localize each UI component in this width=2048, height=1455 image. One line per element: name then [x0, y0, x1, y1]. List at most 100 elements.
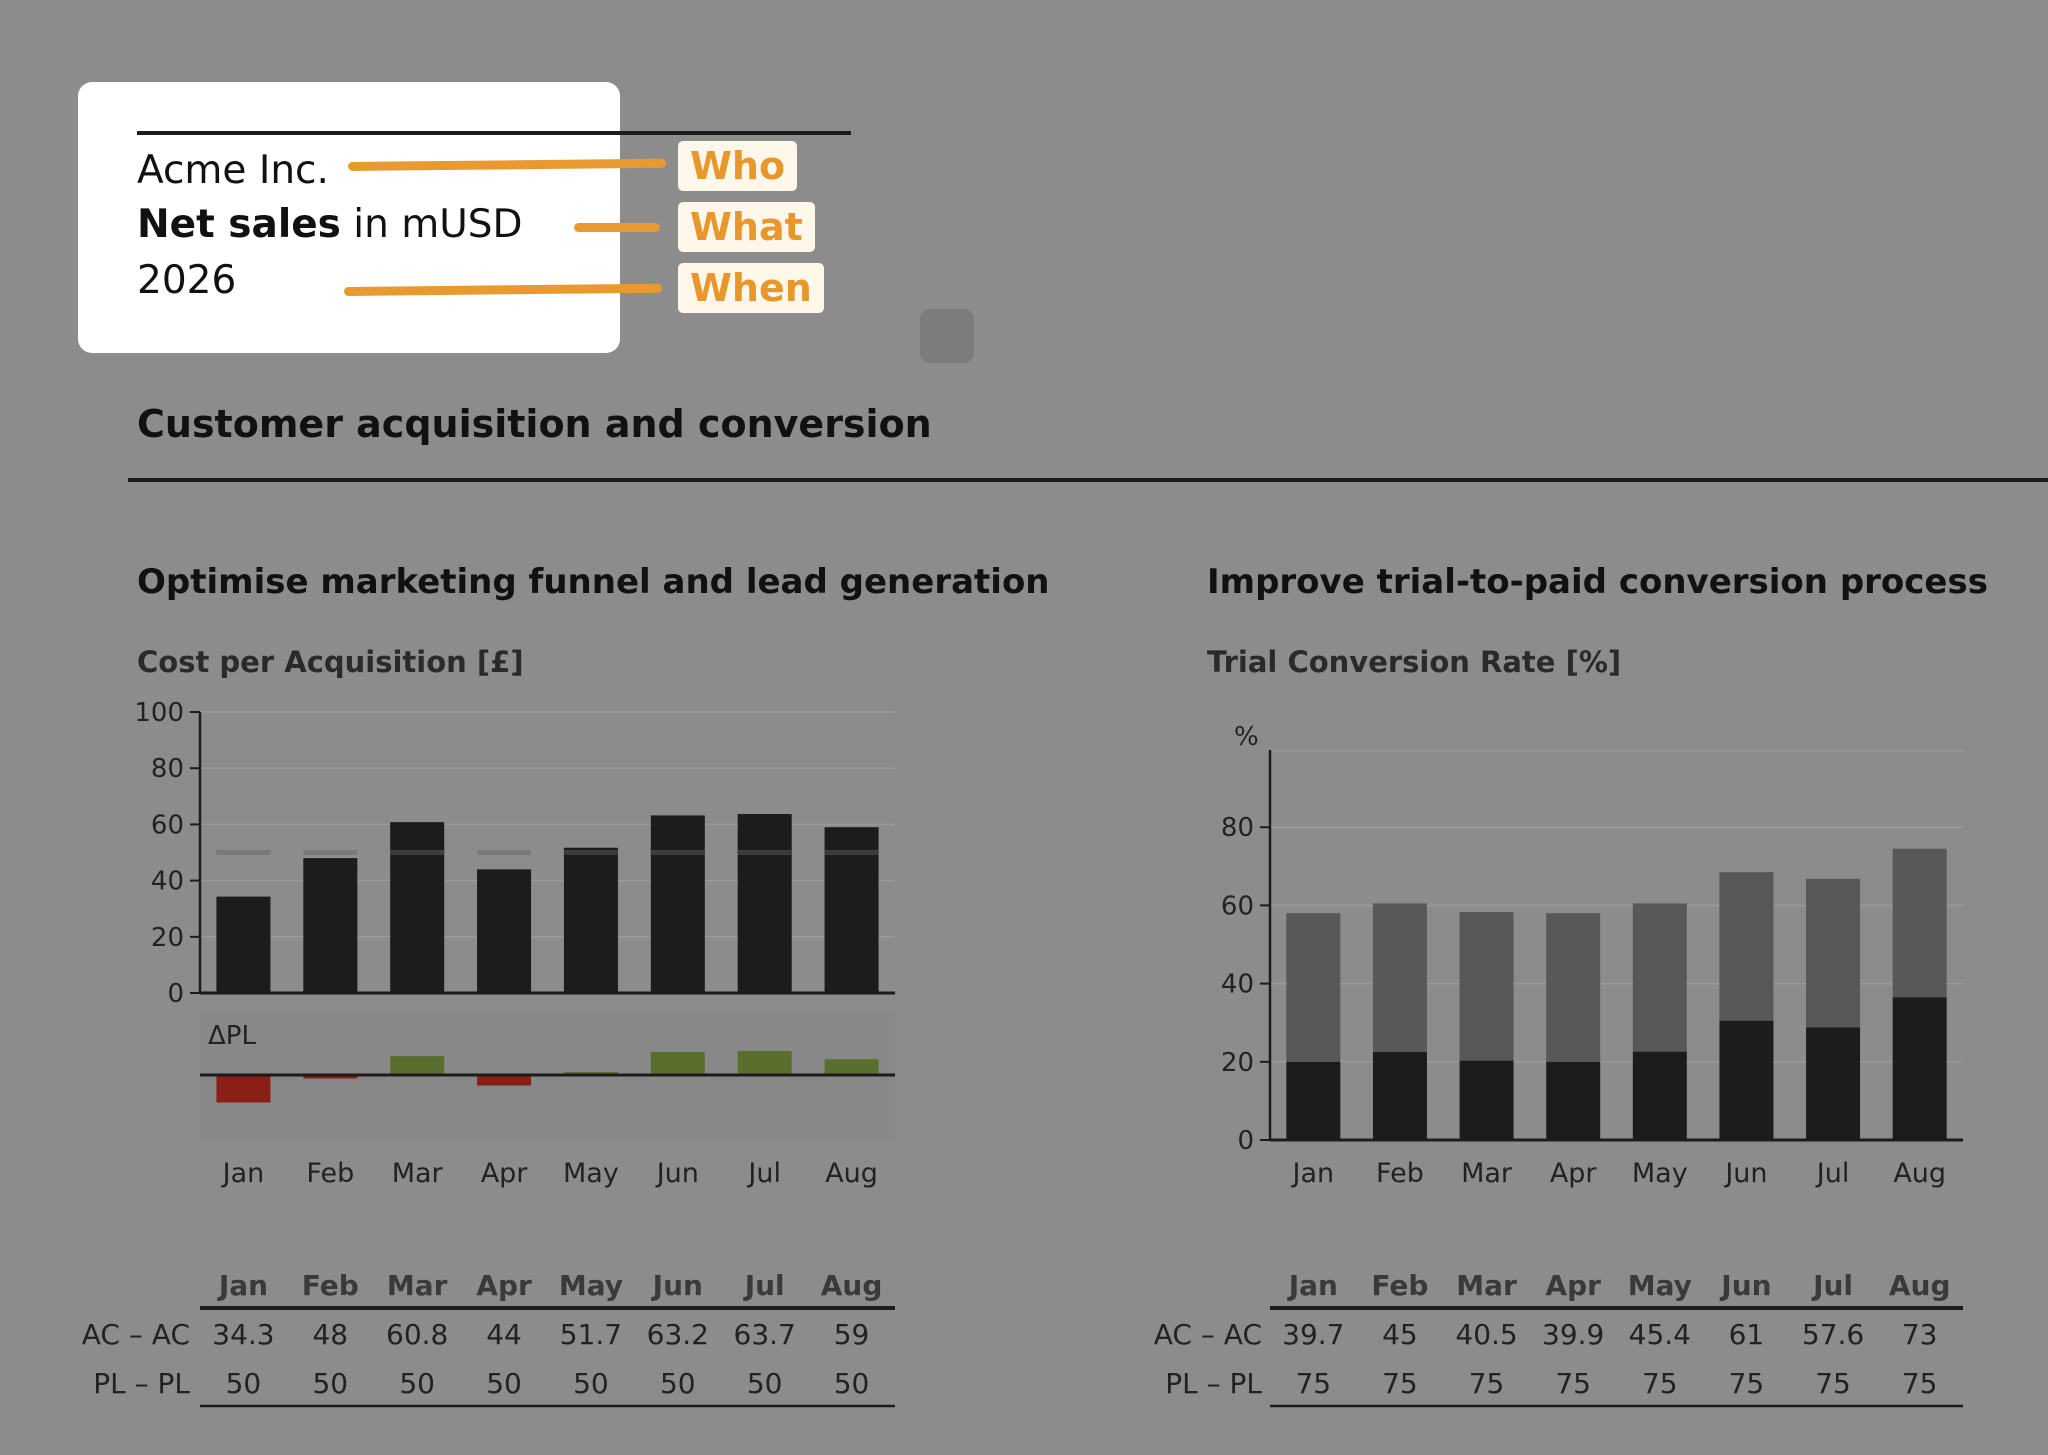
table-header: Jan — [217, 1269, 268, 1302]
delta-bar-positive — [390, 1056, 445, 1075]
x-category-label: Feb — [306, 1158, 354, 1189]
overlay-handle[interactable] — [920, 309, 974, 363]
x-category-label: Feb — [1376, 1158, 1424, 1189]
table-cell: 50 — [486, 1367, 522, 1400]
page-rule — [128, 478, 2048, 482]
y-tick-label: 20 — [1221, 1048, 1254, 1078]
x-category-label: May — [563, 1158, 619, 1189]
y-tick-label: 40 — [1221, 970, 1254, 1000]
table-cell: 51.7 — [560, 1318, 622, 1351]
y-tick-label: 0 — [167, 979, 184, 1009]
y-tick-label: 40 — [151, 867, 184, 897]
bar-segment-upper — [1719, 872, 1774, 1021]
plan-marker — [216, 850, 271, 855]
tag-who: Who — [678, 141, 798, 191]
table-header: Feb — [1371, 1269, 1428, 1302]
table-cell: 50 — [573, 1367, 609, 1400]
table-header: Apr — [1545, 1269, 1601, 1302]
title-period: 2026 — [137, 258, 237, 303]
what-connector — [574, 223, 660, 232]
bar-segment-lower — [1546, 1061, 1601, 1140]
x-category-label: Jan — [221, 1158, 265, 1189]
table-row-label: PL – PL — [1165, 1367, 1262, 1400]
section-title-right: Improve trial-to-paid conversion process — [1207, 562, 1988, 602]
bar-segment-upper — [1546, 913, 1601, 1062]
bar-actual — [216, 896, 271, 993]
table-cell: 50 — [226, 1367, 262, 1400]
bar-actual — [303, 858, 358, 993]
table-header: Apr — [476, 1269, 532, 1302]
bar-segment-lower — [1459, 1060, 1514, 1140]
bar-actual — [390, 822, 445, 993]
table-cell: 40.5 — [1455, 1318, 1517, 1351]
table-cell: 45 — [1382, 1318, 1418, 1351]
bar-segment-lower — [1286, 1061, 1341, 1140]
y-tick-label: 80 — [151, 754, 184, 784]
x-category-label: Jan — [1291, 1158, 1335, 1189]
chart-title-cpa: Cost per Acquisition [£] — [137, 645, 524, 679]
y-tick-label: 20 — [151, 923, 184, 953]
table-header: Aug — [821, 1269, 883, 1302]
table-header: Feb — [302, 1269, 359, 1302]
bar-actual — [563, 847, 618, 993]
table-cell: 75 — [1382, 1367, 1418, 1400]
table-cell: 60.8 — [386, 1318, 448, 1351]
tag-when: When — [678, 263, 824, 313]
table-cell: 75 — [1295, 1367, 1331, 1400]
title-card — [78, 82, 620, 353]
bar-segment-upper — [1892, 848, 1947, 998]
table-row-label: AC – AC — [1154, 1318, 1262, 1351]
table-header: May — [1628, 1269, 1692, 1302]
table-cell: 75 — [1555, 1367, 1591, 1400]
title-rule — [137, 131, 851, 135]
bar-segment-lower — [1719, 1020, 1774, 1140]
bar-segment-lower — [1632, 1051, 1687, 1140]
table-header: Jun — [651, 1269, 703, 1302]
table-header: Aug — [1889, 1269, 1951, 1302]
table-cell: 45.4 — [1629, 1318, 1691, 1351]
table-cell: 44 — [486, 1318, 522, 1351]
page-header: Customer acquisition and conversion — [137, 402, 932, 446]
y-unit-label: % — [1234, 722, 1259, 752]
delta-bar-negative — [216, 1075, 271, 1103]
plan-marker — [737, 850, 792, 855]
x-category-label: Jul — [746, 1158, 781, 1189]
bar-segment-upper — [1632, 903, 1687, 1052]
y-tick-label: 100 — [134, 698, 184, 728]
bar-segment-upper — [1459, 912, 1514, 1061]
table-header: Mar — [387, 1269, 448, 1302]
table-cell: 63.2 — [647, 1318, 709, 1351]
table-cell: 61 — [1729, 1318, 1765, 1351]
plan-marker — [477, 850, 532, 855]
table-header: Jan — [1287, 1269, 1338, 1302]
table-row-label: PL – PL — [93, 1367, 190, 1400]
table-row-label: AC – AC — [82, 1318, 190, 1351]
delta-bar-positive — [650, 1051, 705, 1075]
x-category-label: Mar — [392, 1158, 444, 1189]
bar-segment-upper — [1806, 878, 1861, 1028]
delta-bar-negative — [477, 1075, 532, 1086]
x-category-label: May — [1632, 1158, 1688, 1189]
x-category-label: Apr — [1550, 1158, 1598, 1189]
title-measure-bold: Net sales — [137, 202, 341, 247]
bar-segment-upper — [1286, 913, 1341, 1062]
table-header: May — [559, 1269, 623, 1302]
delta-bar-positive — [737, 1051, 792, 1075]
x-category-label: Jun — [655, 1158, 699, 1189]
table-header: Jun — [1719, 1269, 1771, 1302]
table-cell: 75 — [1642, 1367, 1678, 1400]
table-cell: 57.6 — [1802, 1318, 1864, 1351]
x-category-label: Apr — [481, 1158, 529, 1189]
table-cell: 34.3 — [212, 1318, 274, 1351]
x-category-label: Jul — [1815, 1158, 1850, 1189]
table-cell: 50 — [399, 1367, 435, 1400]
table-cell: 50 — [834, 1367, 870, 1400]
delta-bar-negative — [303, 1075, 358, 1079]
x-category-label: Jun — [1723, 1158, 1767, 1189]
x-category-label: Mar — [1461, 1158, 1513, 1189]
table-cell: 39.7 — [1282, 1318, 1344, 1351]
table-cell: 50 — [747, 1367, 783, 1400]
title-measure-rest: in mUSD — [340, 202, 523, 247]
x-category-label: Aug — [825, 1158, 878, 1189]
